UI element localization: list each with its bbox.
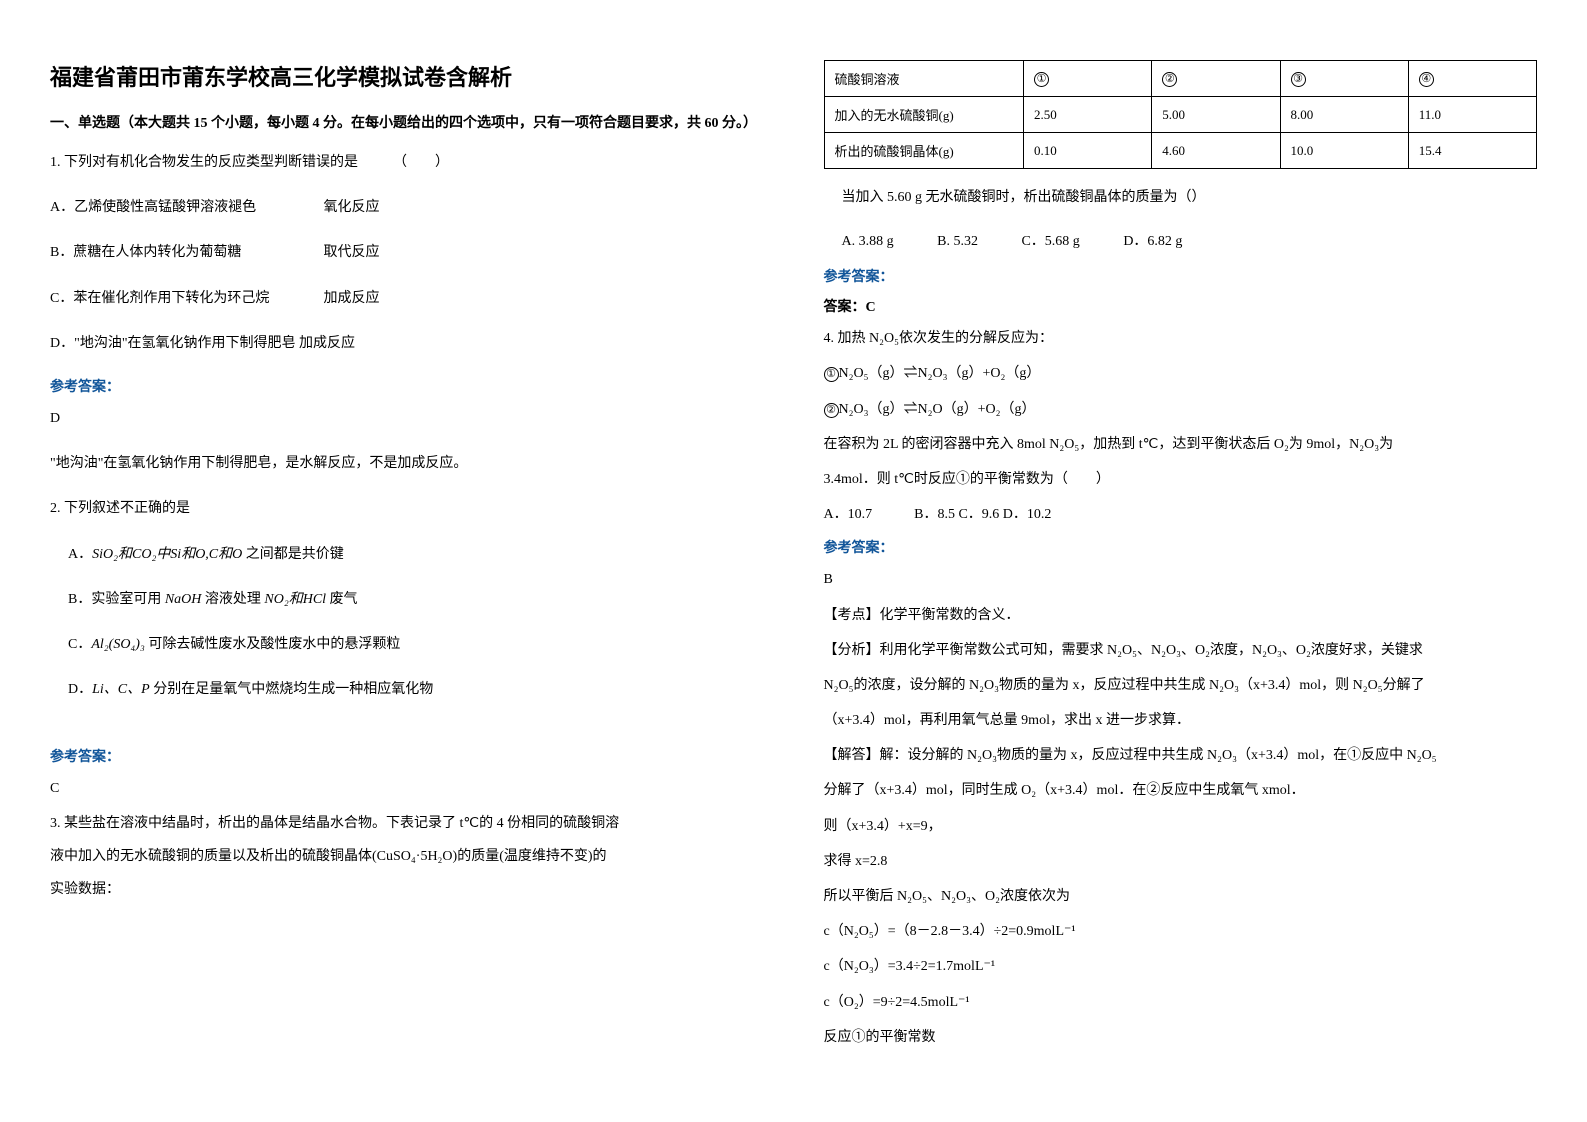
- q2-a-body: SiO₂和CO₂中Si和O,C和O: [92, 547, 242, 562]
- q4-options: A．10.7 B．8.5 C．9.6 D．10.2: [824, 502, 1538, 527]
- q2-b-mid2: 溶液处理: [201, 592, 264, 607]
- q2-a-post: 之间都是共价键: [242, 547, 344, 562]
- q2-b-mid1: NaOH: [165, 592, 202, 607]
- q3-option-a: A. 3.88 g: [842, 234, 894, 250]
- table-cell: 2.50: [1024, 97, 1152, 133]
- q3-option-c: C．5.68 g: [1021, 230, 1079, 250]
- table-cell: 10.0: [1280, 133, 1408, 169]
- q1-a-text: A．乙烯使酸性高锰酸钾溶液褪色: [50, 195, 320, 220]
- document-title: 福建省莆田市莆东学校高三化学模拟试卷含解析: [50, 60, 764, 92]
- q3-options: A. 3.88 g B. 5.32 C．5.68 g D．6.82 g: [824, 230, 1538, 250]
- q4-expl-10: c（N₂O₅）=（8－2.8－3.4）÷2=0.9molL⁻¹: [824, 919, 1538, 944]
- section1-head: 一、单选题（本大题共 15 个小题，每小题 4 分。在每小题给出的四个选项中，只…: [50, 112, 764, 132]
- q1-c-right: 加成反应: [324, 291, 380, 306]
- table-cell: 5.00: [1152, 97, 1280, 133]
- table-cell: 加入的无水硫酸铜(g): [824, 97, 1024, 133]
- q4-expl-1: 【考点】化学平衡常数的含义．: [824, 603, 1538, 628]
- q2-option-c: C．Al₂(SO₄)₃ 可除去碱性废水及酸性废水中的悬浮颗粒: [50, 632, 764, 657]
- q2-b-post: 废气: [326, 592, 358, 607]
- circled-2-icon: ②: [824, 403, 839, 418]
- table-row: 加入的无水硫酸铜(g) 2.50 5.00 8.00 11.0: [824, 97, 1537, 133]
- q2-d-post: 分别在足量氧气中燃烧均生成一种相应氧化物: [150, 682, 434, 697]
- table-row: 析出的硫酸铜晶体(g) 0.10 4.60 10.0 15.4: [824, 133, 1537, 169]
- left-column: 福建省莆田市莆东学校高三化学模拟试卷含解析 一、单选题（本大题共 15 个小题，…: [50, 60, 764, 1062]
- q1-option-a: A．乙烯使酸性高锰酸钾溶液褪色 氧化反应: [50, 195, 764, 220]
- table-cell: 15.4: [1408, 133, 1536, 169]
- q4-expl-2: 【分析】利用化学平衡常数公式可知，需要求 N₂O₅、N₂O₃、O₂浓度，N₂O₃…: [824, 638, 1538, 663]
- q4-line1: 4. 加热 N₂O₅依次发生的分解反应为：: [824, 326, 1538, 351]
- q1-option-c: C．苯在催化剂作用下转化为环己烷 加成反应: [50, 286, 764, 311]
- q4-line2: ①N₂O₅（g）⇌N₂O₃（g）+O₂（g）: [824, 361, 1538, 386]
- q3-answer: 答案：C: [824, 296, 1538, 316]
- circled-4-icon: ④: [1419, 72, 1434, 87]
- q2-c-body: Al₂(SO₄)₃: [91, 637, 144, 652]
- q2-ref-label: 参考答案：: [50, 746, 764, 766]
- q4-eq2: N₂O₃（g）⇌N₂O（g）+O₂（g）: [839, 402, 1036, 417]
- table-cell: ①: [1024, 61, 1152, 97]
- q1-a-right: 氧化反应: [324, 200, 380, 215]
- q2-a-pre: A．: [68, 547, 92, 562]
- q2-c-pre: C．: [68, 637, 91, 652]
- q1-c-text: C．苯在催化剂作用下转化为环己烷: [50, 286, 320, 311]
- table-cell: 4.60: [1152, 133, 1280, 169]
- q3-stem-line1: 3. 某些盐在溶液中结晶时，析出的晶体是结晶水合物。下表记录了 t℃的 4 份相…: [50, 811, 764, 838]
- q4-eq1: N₂O₅（g）⇌N₂O₃（g）+O₂（g）: [839, 366, 1041, 381]
- table-cell: 析出的硫酸铜晶体(g): [824, 133, 1024, 169]
- q3-stem-line2: 液中加入的无水硫酸铜的质量以及析出的硫酸铜晶体(CuSO₄·5H₂O)的质量(温…: [50, 844, 764, 871]
- table-row: 硫酸铜溶液 ① ② ③ ④: [824, 61, 1537, 97]
- table-cell: 0.10: [1024, 133, 1152, 169]
- q2-option-a: A．SiO₂和CO₂中Si和O,C和O 之间都是共价键: [50, 542, 764, 567]
- q4-line4: 在容积为 2L 的密闭容器中充入 8mol N₂O₅，加热到 t℃，达到平衡状态…: [824, 432, 1538, 457]
- right-column: 硫酸铜溶液 ① ② ③ ④ 加入的无水硫酸铜(g) 2.50 5.00 8.00…: [824, 60, 1538, 1062]
- q1-answer: D: [50, 406, 764, 431]
- q2-option-b: B．实验室可用 NaOH 溶液处理 NO₂和HCl 废气: [50, 587, 764, 612]
- q3-option-d: D．6.82 g: [1123, 230, 1182, 250]
- q1-option-d: D．"地沟油"在氢氧化钠作用下制得肥皂 加成反应: [50, 331, 764, 356]
- q4-ref-label: 参考答案：: [824, 537, 1538, 557]
- q2-b-pre: B．实验室可用: [68, 592, 165, 607]
- q2-option-d: D．Li、C、P 分别在足量氧气中燃烧均生成一种相应氧化物: [50, 677, 764, 702]
- table-cell: 硫酸铜溶液: [824, 61, 1024, 97]
- q1-b-right: 取代反应: [324, 245, 380, 260]
- q4-expl-9: 所以平衡后 N₂O₅、N₂O₃、O₂浓度依次为: [824, 884, 1538, 909]
- q4-expl-13: 反应①的平衡常数: [824, 1025, 1538, 1050]
- q4-expl-6: 分解了（x+3.4）mol，同时生成 O₂（x+3.4）mol．在②反应中生成氧…: [824, 778, 1538, 803]
- q2-d-body: Li、C、P: [92, 682, 150, 697]
- q4-expl-8: 求得 x=2.8: [824, 849, 1538, 874]
- q4-expl-4: （x+3.4）mol，再利用氧气总量 9mol，求出 x 进一步求算．: [824, 708, 1538, 733]
- table-cell: 8.00: [1280, 97, 1408, 133]
- q2-c-post: 可除去碱性废水及酸性废水中的悬浮颗粒: [145, 637, 401, 652]
- q4-expl-12: c（O₂）=9÷2=4.5molL⁻¹: [824, 990, 1538, 1015]
- q1-stem: 1. 下列对有机化合物发生的反应类型判断错误的是 （ ）: [50, 150, 764, 175]
- circled-1-icon: ①: [1034, 72, 1049, 87]
- q1-explanation: "地沟油"在氢氧化钠作用下制得肥皂，是水解反应，不是加成反应。: [50, 451, 764, 476]
- q4-line5: 3.4mol．则 t℃时反应①的平衡常数为（ ）: [824, 467, 1538, 492]
- q1-ref-label: 参考答案：: [50, 376, 764, 396]
- circled-1-icon: ①: [824, 367, 839, 382]
- q2-b-mid3: NO₂和HCl: [264, 592, 326, 607]
- table-cell: ②: [1152, 61, 1280, 97]
- q1-option-b: B．蔗糖在人体内转化为葡萄糖 取代反应: [50, 240, 764, 265]
- q4-expl-11: c（N₂O₃）=3.4÷2=1.7molL⁻¹: [824, 954, 1538, 979]
- table-cell: ③: [1280, 61, 1408, 97]
- q2-answer: C: [50, 776, 764, 801]
- q3-option-b: B. 5.32: [937, 234, 978, 250]
- circled-2-icon: ②: [1162, 72, 1177, 87]
- q4-expl-5: 【解答】解：设分解的 N₂O₃物质的量为 x，反应过程中共生成 N₂O₃（x+3…: [824, 743, 1538, 768]
- q1-b-text: B．蔗糖在人体内转化为葡萄糖: [50, 240, 320, 265]
- q4-line3: ②N₂O₃（g）⇌N₂O（g）+O₂（g）: [824, 397, 1538, 422]
- q3-stem-line3: 实验数据：: [50, 877, 764, 904]
- q2-d-pre: D．: [68, 682, 92, 697]
- q4-answer: B: [824, 567, 1538, 592]
- table-cell: 11.0: [1408, 97, 1536, 133]
- table-cell: ④: [1408, 61, 1536, 97]
- q4-expl-7: 则（x+3.4）+x=9，: [824, 814, 1538, 839]
- q3-ref-label: 参考答案：: [824, 266, 1538, 286]
- q3-condition: 当加入 5.60 g 无水硫酸铜时，析出硫酸铜晶体的质量为（）: [824, 185, 1538, 210]
- q2-stem: 2. 下列叙述不正确的是: [50, 496, 764, 521]
- q4-expl-3: N₂O₅的浓度，设分解的 N₂O₃物质的量为 x，反应过程中共生成 N₂O₃（x…: [824, 673, 1538, 698]
- q3-data-table: 硫酸铜溶液 ① ② ③ ④ 加入的无水硫酸铜(g) 2.50 5.00 8.00…: [824, 60, 1538, 169]
- circled-3-icon: ③: [1291, 72, 1306, 87]
